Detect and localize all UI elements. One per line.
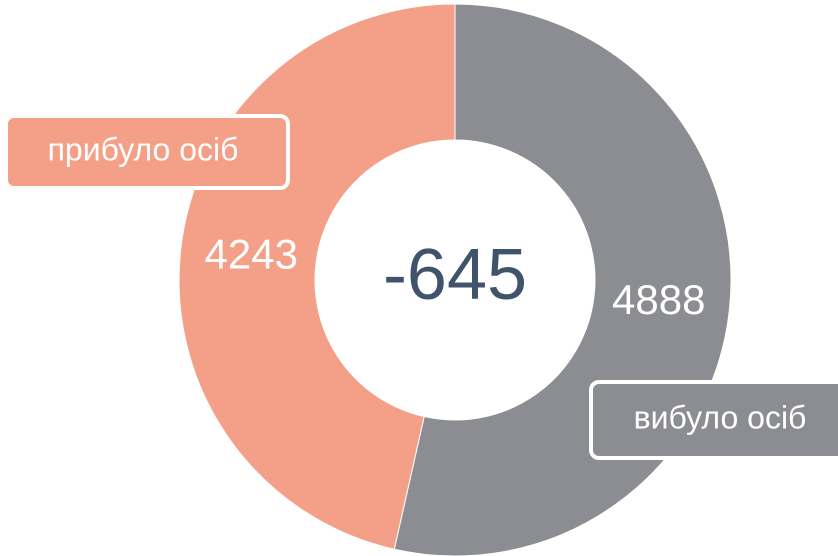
value-label: 4888 xyxy=(612,276,705,323)
legend-label: вибуло осіб xyxy=(634,399,807,435)
value-label: 4243 xyxy=(205,230,298,277)
legend-box xyxy=(4,114,290,190)
legend-box xyxy=(589,380,838,460)
legend-label: прибуло осіб xyxy=(48,131,239,167)
center-label: -645 xyxy=(383,235,527,315)
